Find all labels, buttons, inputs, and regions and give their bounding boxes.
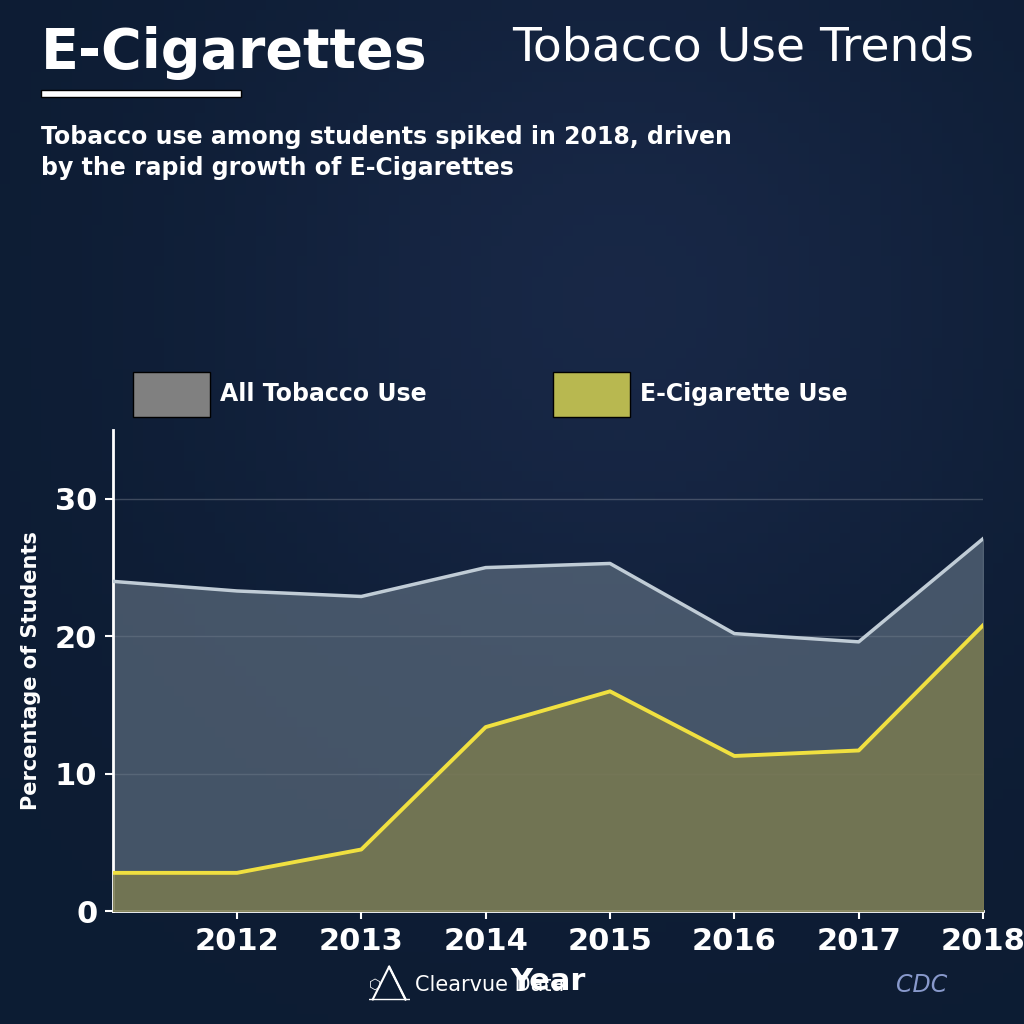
X-axis label: Year: Year — [510, 967, 586, 995]
Text: Clearvue Data: Clearvue Data — [415, 975, 564, 995]
Text: Tobacco use among students spiked in 2018, driven: Tobacco use among students spiked in 201… — [41, 125, 732, 148]
Text: E-Cigarettes: E-Cigarettes — [41, 26, 428, 80]
Text: E-Cigarette Use: E-Cigarette Use — [640, 382, 848, 407]
Text: by the rapid growth of E-Cigarettes: by the rapid growth of E-Cigarettes — [41, 156, 514, 179]
Text: CDC: CDC — [896, 973, 947, 997]
Y-axis label: Percentage of Students: Percentage of Students — [20, 531, 41, 810]
Text: Tobacco Use Trends: Tobacco Use Trends — [512, 26, 974, 71]
Text: ⬡: ⬡ — [369, 978, 381, 992]
Text: All Tobacco Use: All Tobacco Use — [220, 382, 427, 407]
